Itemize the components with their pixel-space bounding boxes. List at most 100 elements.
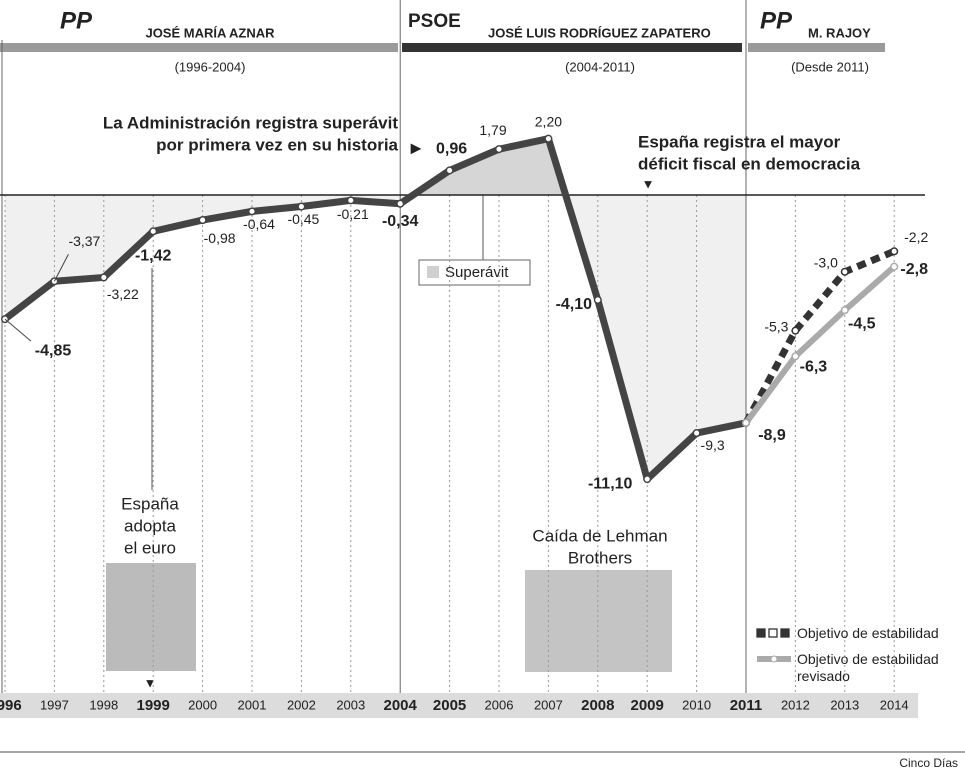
page: Cinco Días ▼ ▼ ▶ Superávit PP JOSÉ MARÍA … [0, 0, 965, 771]
point [496, 146, 503, 153]
annotation: Caída de Lehman [532, 526, 667, 545]
value-label: 0,96 [436, 141, 467, 158]
point [298, 203, 305, 210]
point [101, 274, 108, 281]
x-tick-label: 1997 [40, 697, 69, 712]
x-tick-label: 1998 [89, 697, 118, 712]
point [150, 228, 157, 235]
legend-swatch [781, 629, 789, 637]
legend-swatch [769, 629, 777, 637]
euro-photo [106, 563, 196, 671]
value-label: -3,37 [68, 233, 100, 249]
value-label: -11,10 [588, 475, 633, 492]
value-label: -3,22 [107, 286, 139, 302]
value-label: -0,34 [382, 213, 419, 230]
x-tick-label: 2010 [682, 697, 711, 712]
point [595, 297, 602, 304]
point [348, 197, 355, 204]
x-tick-label: 2007 [534, 697, 563, 712]
value-label: -4,10 [556, 296, 593, 313]
point [693, 430, 700, 437]
point [891, 263, 898, 270]
government-period: (Desde 2011) [791, 59, 869, 74]
point [743, 420, 750, 427]
value-label: -2,2 [904, 229, 928, 245]
value-label: -3,0 [814, 255, 838, 271]
point [397, 200, 404, 207]
area-legend-swatch [427, 266, 439, 278]
x-tick-label: 2011 [730, 697, 763, 714]
point [792, 353, 799, 360]
government-bar [402, 43, 742, 52]
series-line [746, 267, 894, 423]
value-label: -0,45 [287, 211, 319, 227]
value-label: 1,79 [479, 122, 506, 138]
x-tick-label: 1996 [0, 697, 22, 714]
x-tick-label: 1999 [137, 697, 170, 714]
annotation: adopta [124, 516, 177, 535]
party-logo: PP [760, 7, 793, 34]
value-label: -0,98 [204, 230, 236, 246]
legend-label: Objetivo de estabilidad [797, 625, 957, 642]
marker-arrow: ▶ [411, 140, 422, 156]
x-tick-label: 2013 [830, 697, 859, 712]
x-tick-label: 2008 [581, 697, 614, 714]
x-tick-label: 2005 [433, 697, 466, 714]
point [249, 208, 256, 215]
point [199, 217, 206, 224]
x-tick-label: 2012 [781, 697, 810, 712]
value-label: -4,5 [848, 315, 876, 332]
point [792, 327, 799, 334]
party-logo: PP [60, 7, 93, 34]
legend-swatch [771, 656, 777, 662]
value-label: -9,3 [701, 437, 725, 453]
source: Cinco Días [899, 756, 958, 770]
value-label: -2,8 [900, 261, 928, 278]
leader [5, 319, 31, 341]
value-label: -0,21 [337, 206, 369, 222]
x-tick-label: 2004 [384, 697, 418, 714]
point [51, 278, 58, 285]
value-label: -6,3 [800, 358, 828, 375]
value-label: 2,20 [535, 113, 562, 129]
x-tick-label: 2000 [188, 697, 217, 712]
value-label: -4,85 [35, 342, 72, 359]
annotation: España [121, 494, 179, 513]
x-tick-label: 2003 [336, 697, 365, 712]
annotation: La Administración registra superávit [103, 113, 398, 132]
value-label: -8,9 [758, 427, 786, 444]
government-name: JOSÉ LUIS RODRÍGUEZ ZAPATERO [488, 25, 711, 40]
annotation: Brothers [568, 548, 632, 567]
legend-label: Objetivo de estabilidad revisado [797, 651, 957, 685]
value-label: -0,64 [243, 216, 275, 232]
annotation: déficit fiscal en democracia [638, 154, 861, 173]
government-bar [748, 43, 885, 52]
government-period: (1996-2004) [175, 59, 246, 74]
point [842, 269, 849, 276]
annotation: por primera vez en su historia [156, 135, 398, 154]
lehman-photo [525, 570, 672, 672]
government-bar [0, 43, 398, 52]
x-tick-label: 2009 [631, 697, 664, 714]
party-logo: PSOE [408, 11, 461, 32]
x-tick-label: 2006 [485, 697, 514, 712]
marker-arrow: ▼ [642, 176, 655, 191]
government-name: JOSÉ MARÍA AZNAR [145, 25, 275, 40]
x-tick-label: 2001 [238, 697, 267, 712]
area-legend-label: Superávit [445, 264, 509, 281]
point [891, 248, 898, 255]
value-label: -5,3 [764, 318, 788, 334]
annotation: el euro [124, 538, 176, 557]
x-tick-label: 2014 [880, 697, 909, 712]
legend-swatch [757, 629, 765, 637]
point [545, 135, 552, 142]
government-period: (2004-2011) [565, 59, 635, 74]
x-tick-label: 2002 [287, 697, 316, 712]
point [644, 476, 651, 483]
marker-arrow: ▼ [144, 675, 157, 690]
government-name: M. RAJOY [808, 25, 871, 40]
point [842, 307, 849, 314]
annotation: España registra el mayor [638, 132, 841, 151]
value-label: -1,42 [135, 248, 172, 265]
point [446, 167, 453, 174]
